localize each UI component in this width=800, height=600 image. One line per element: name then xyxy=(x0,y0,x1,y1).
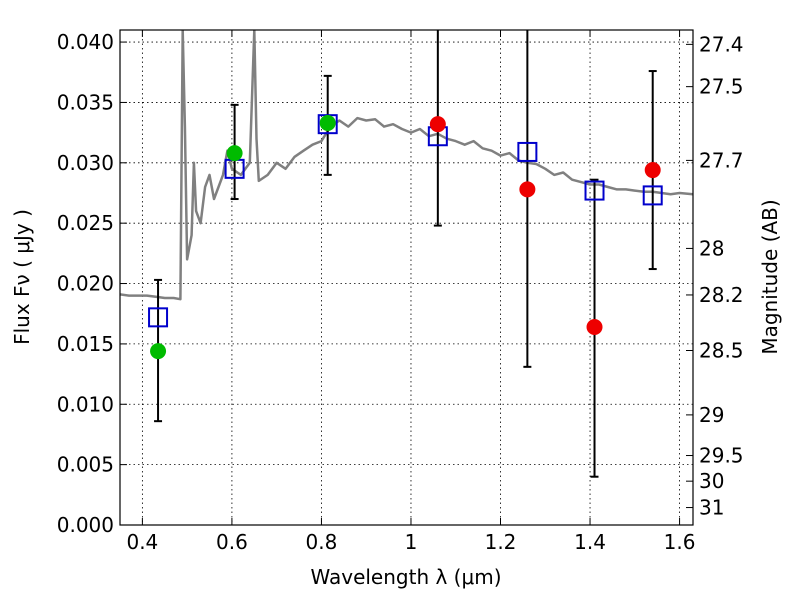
right-tick-label: 28.2 xyxy=(699,283,744,307)
y-tick-label: 0.000 xyxy=(57,513,114,537)
data-layer xyxy=(120,30,693,478)
y-tick-label: 0.025 xyxy=(57,211,114,235)
axes: 0.4 0.6 0.8 1 1.2 1.4 1.6 0.000 0.005 0.010 0.015 0… xyxy=(57,30,744,554)
green-observed-point xyxy=(150,343,167,360)
spectrum-line xyxy=(120,30,693,301)
y-tick-label: 0.035 xyxy=(57,90,114,114)
right-tick-label: 30 xyxy=(699,469,724,493)
red-observed-point xyxy=(586,319,603,335)
x-tick-label: 0.6 xyxy=(216,530,248,554)
right-tick-label: 28 xyxy=(699,236,724,260)
model-square-point xyxy=(642,185,663,206)
y-tick-label: 0.015 xyxy=(57,332,114,356)
right-axis-title: Magnitude (AB) xyxy=(758,199,782,354)
green-observed-point xyxy=(226,145,243,162)
model-square-point xyxy=(148,307,169,328)
y-axis-title: Flux Fν ( μJy ) xyxy=(10,209,34,345)
plot-frame xyxy=(119,29,694,526)
x-tick-label: 1.2 xyxy=(485,530,517,554)
grid xyxy=(120,30,693,526)
red-observed-point xyxy=(519,181,536,198)
right-tick-label: 27.5 xyxy=(699,75,744,99)
right-tick-label: 28.5 xyxy=(699,338,744,362)
model-square-point xyxy=(584,180,605,201)
y-tick-label: 0.010 xyxy=(57,392,114,416)
x-tick-label: 1.4 xyxy=(574,530,606,554)
x-axis-title: Wavelength λ (μm) xyxy=(310,565,501,589)
right-tick-label: 31 xyxy=(699,496,724,520)
model-square-point xyxy=(517,141,538,162)
y-tick-label: 0.005 xyxy=(57,453,114,477)
red-observed-point xyxy=(644,162,661,179)
y-tick-label: 0.030 xyxy=(57,151,114,175)
red-observed-point xyxy=(429,116,446,133)
x-tick-label: 1.6 xyxy=(664,530,696,554)
right-tick-label: 27.4 xyxy=(699,32,744,56)
x-tick-label: 1 xyxy=(405,530,418,554)
right-tick-label: 27.7 xyxy=(699,148,744,172)
x-tick-label: 0.4 xyxy=(126,530,158,554)
y-tick-label: 0.040 xyxy=(57,30,114,54)
green-observed-point xyxy=(319,114,336,131)
x-tick-label: 0.8 xyxy=(306,530,338,554)
y-tick-label: 0.020 xyxy=(57,272,114,296)
right-tick-label: 29.5 xyxy=(699,444,744,468)
right-tick-label: 29 xyxy=(699,403,724,427)
